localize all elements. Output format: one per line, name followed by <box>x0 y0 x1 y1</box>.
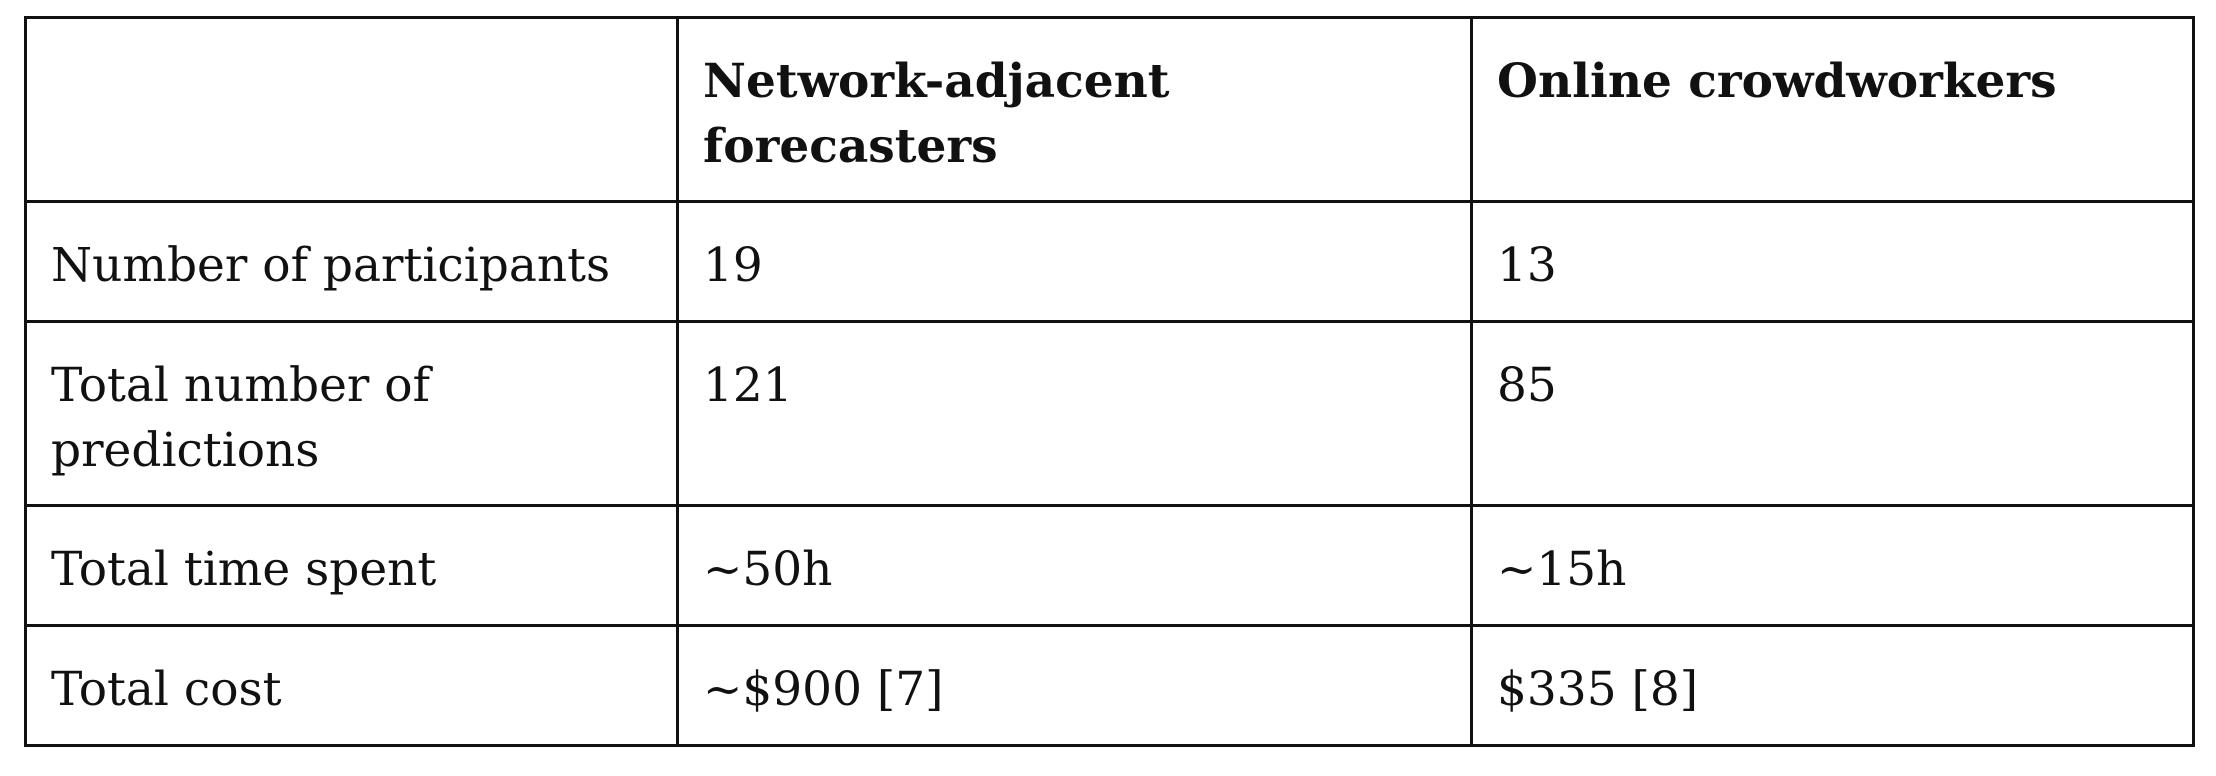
comparison-table: Network-adjacent forecasters Online crow… <box>24 16 2195 747</box>
online-value: ~15h <box>1470 504 2195 627</box>
online-value: 85 <box>1470 320 2195 507</box>
row-label: Number of participants <box>24 200 679 323</box>
online-value: $335 [8] <box>1470 624 2195 747</box>
header-cell-empty <box>24 16 679 203</box>
row-label: Total number of predictions <box>24 320 679 507</box>
table-row: Total time spent ~50h ~15h <box>24 504 2195 627</box>
table-header-row: Network-adjacent forecasters Online crow… <box>24 16 2195 203</box>
network-value: 19 <box>676 200 1473 323</box>
row-label: Total time spent <box>24 504 679 627</box>
network-value: ~50h <box>676 504 1473 627</box>
comparison-table-container: Network-adjacent forecasters Online crow… <box>24 16 2195 747</box>
header-cell-network-adjacent: Network-adjacent forecasters <box>676 16 1473 203</box>
network-value: ~$900 [7] <box>676 624 1473 747</box>
table-row: Total cost ~$900 [7] $335 [8] <box>24 624 2195 747</box>
row-label: Total cost <box>24 624 679 747</box>
online-value: 13 <box>1470 200 2195 323</box>
network-value: 121 <box>676 320 1473 507</box>
table-row: Total number of predictions 121 85 <box>24 320 2195 507</box>
header-cell-online-crowdworkers: Online crowdworkers <box>1470 16 2195 203</box>
table-row: Number of participants 19 13 <box>24 200 2195 323</box>
